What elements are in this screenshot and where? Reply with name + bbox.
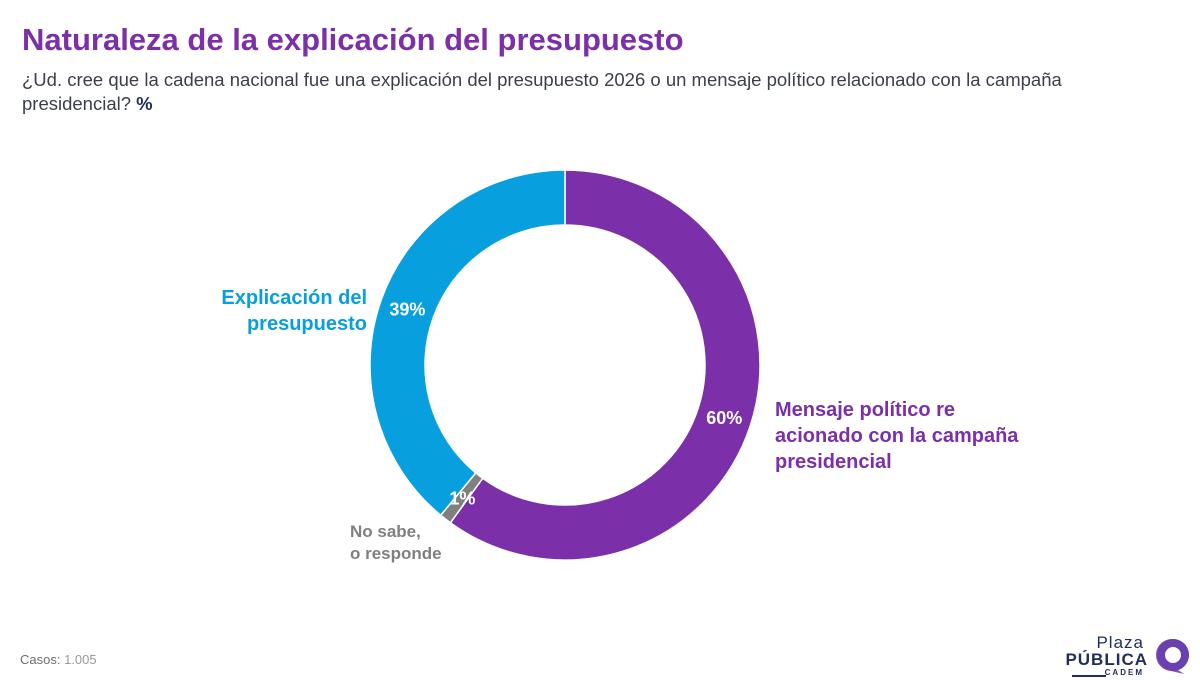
value-labels: 60% 1% 39% (389, 299, 742, 508)
value-label-explicacion-del-presupuesto: 39% (389, 299, 425, 319)
category-label-mensaje-politico-relacionado-con-la-campana-presidencial: Mensaje político re acionado con la campa… (775, 399, 1019, 473)
logo-line-cadem: CADEM (1104, 668, 1144, 677)
chart-subtitle: ¿Ud. cree que la cadena nacional fue una… (22, 68, 1122, 116)
slice-explicacion-del-presupuesto (369, 169, 566, 517)
subtitle-unit: % (136, 93, 153, 114)
logo-line-plaza: Plaza (1096, 633, 1144, 652)
sample-size-value: 1.005 (64, 652, 97, 667)
subtitle-question: ¿Ud. cree que la cadena nacional fue una… (22, 69, 1062, 114)
value-label-no-sabe-no-responde: 1% (449, 488, 475, 508)
category-label-explicacion-del-presupuesto: Explicación del presupuesto (221, 287, 367, 335)
logo-underline (1072, 675, 1106, 677)
plaza-publica-logo: Plaza PÚBLICA CADEM (1065, 633, 1194, 677)
speech-bubble-icon (1155, 638, 1189, 674)
chart-title: Naturaleza de la explicación del presupu… (22, 22, 684, 57)
slice-mensaje-politico-relacionado-con-la-campana-presidencial (449, 169, 761, 561)
logo-line-publica: PÚBLICA (1065, 650, 1148, 669)
sample-size-note: Casos: 1.005 (20, 652, 97, 667)
value-label-mensaje-politico-relacionado-con-la-campana-presidencial: 60% (706, 408, 742, 428)
category-labels: Mensaje político re acionado con la campa… (221, 287, 1019, 563)
category-label-no-sabe-no-responde: No sabe, o responde (350, 522, 442, 563)
donut-slices (369, 169, 761, 561)
sample-size-label: Casos: (20, 652, 61, 667)
